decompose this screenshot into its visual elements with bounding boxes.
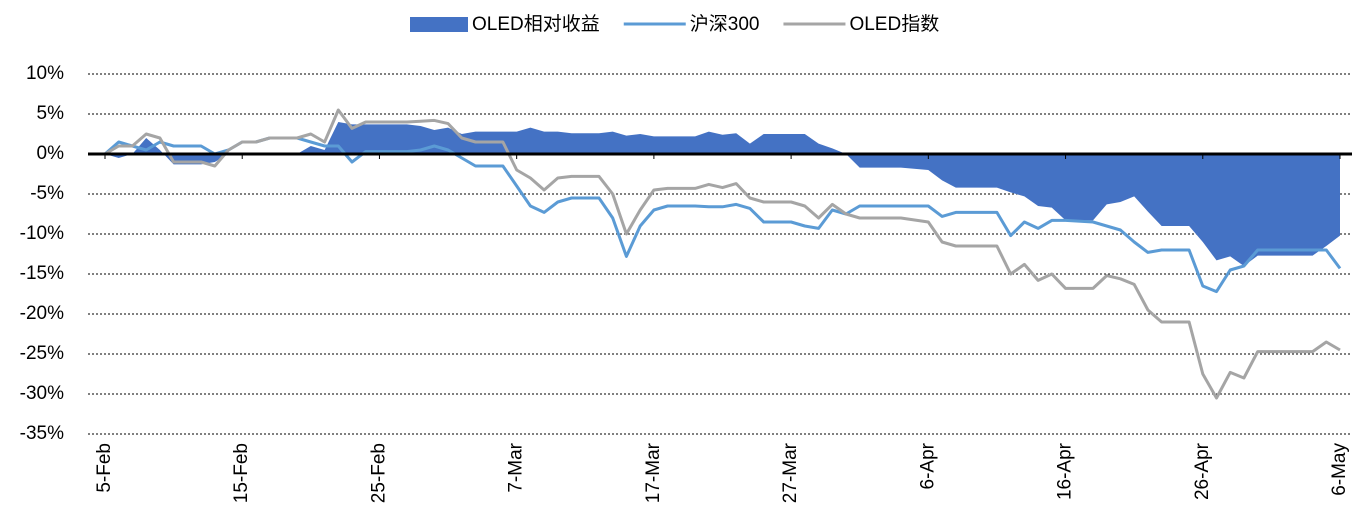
area	[105, 122, 1340, 266]
legend-label: 沪深300	[690, 13, 760, 35]
y-tick-label: -5%	[30, 183, 64, 204]
legend-label: OLED相对收益	[472, 13, 600, 35]
y-tick-label: -20%	[20, 303, 64, 324]
x-tick-label: 15-Feb	[231, 443, 252, 503]
y-tick-label: 5%	[37, 103, 65, 124]
legend-swatch	[410, 17, 468, 32]
x-tick-label: 27-Mar	[780, 442, 801, 503]
legend-label: OLED指数	[849, 13, 939, 35]
line	[104, 108, 1341, 400]
x-tick-label: 26-Apr	[1192, 442, 1213, 500]
y-tick-label: -15%	[20, 263, 64, 284]
x-tick-label: 25-Feb	[368, 443, 389, 503]
y-tick-label: -35%	[20, 423, 64, 444]
x-tick-label: 5-Feb	[94, 443, 115, 493]
y-tick-label: -10%	[20, 223, 64, 244]
y-tick-label: 0%	[37, 143, 65, 164]
y-tick-label: -25%	[20, 343, 64, 364]
x-tick-label: 16-Apr	[1055, 442, 1076, 500]
legend: OLED相对收益 沪深300 OLED指数	[410, 13, 939, 35]
y-tick-label: -30%	[20, 383, 64, 404]
x-tick-label: 7-Mar	[506, 442, 527, 492]
x-tick-label: 17-Mar	[643, 442, 664, 503]
x-tick-label: 6-Apr	[917, 442, 938, 489]
y-tick-label: 10%	[26, 63, 64, 84]
x-tick-label: 6-May	[1329, 443, 1350, 496]
